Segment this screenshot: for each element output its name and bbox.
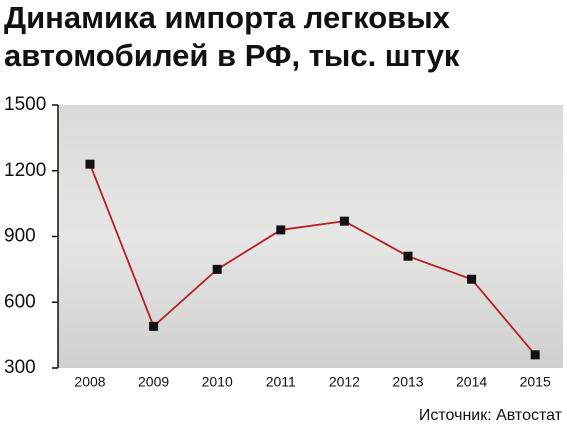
chart-title: Динамика импорта легковых <box>4 0 451 35</box>
marker <box>339 216 349 226</box>
marker <box>149 321 159 331</box>
marker <box>530 350 540 360</box>
x-tick-label: 2015 <box>520 374 551 390</box>
y-tick-label: 900 <box>4 226 36 247</box>
y-tick-label: 1200 <box>4 160 46 181</box>
source: Источник: Автостат <box>419 407 563 424</box>
x-tick-label: 2012 <box>329 374 360 390</box>
line <box>89 163 536 356</box>
marker <box>403 251 413 261</box>
x-tick-label: 2011 <box>266 374 296 390</box>
marker <box>85 159 95 169</box>
marker <box>212 264 222 274</box>
y-tick-label: 1500 <box>4 94 46 115</box>
x-tick-label: 2009 <box>138 374 169 390</box>
y-tick-label: 600 <box>4 291 36 312</box>
chart-title: автомобилей в РФ, тыс. штук <box>4 38 460 73</box>
x-tick-label: 2008 <box>74 374 105 390</box>
background-photo <box>58 105 563 368</box>
y-tick-label: 300 <box>4 357 36 378</box>
x-tick-label: 2010 <box>202 374 233 390</box>
marker <box>467 274 477 284</box>
x-tick-label: 2013 <box>392 374 423 390</box>
x-tick-label: 2014 <box>456 374 487 390</box>
marker <box>276 225 286 235</box>
